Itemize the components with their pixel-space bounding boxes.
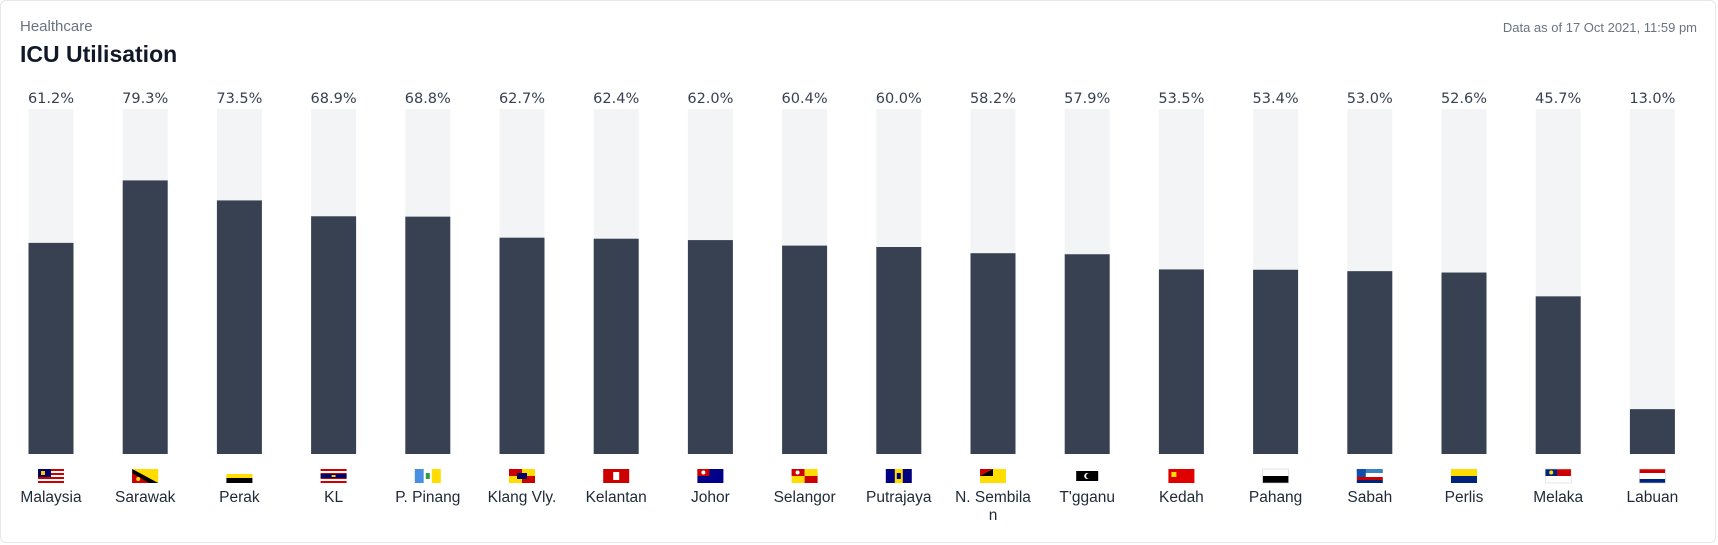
category-label: Labuan bbox=[1627, 489, 1679, 506]
value-label: 58.2% bbox=[970, 91, 1016, 107]
selangor-flag-icon bbox=[791, 469, 818, 483]
category-label: Perak bbox=[219, 489, 260, 506]
category-label: Perlis bbox=[1445, 489, 1484, 506]
putrajaya-flag-icon bbox=[885, 469, 912, 483]
value-label: 62.7% bbox=[499, 91, 545, 107]
category-label: Selangor bbox=[774, 489, 836, 506]
kedah-flag-icon bbox=[1168, 469, 1195, 483]
value-label: 53.5% bbox=[1158, 91, 1204, 107]
value-label: 53.0% bbox=[1347, 91, 1393, 107]
chart-title: ICU Utilisation bbox=[20, 41, 178, 67]
bar bbox=[1347, 271, 1393, 454]
kl-flag-icon bbox=[320, 469, 347, 483]
bar bbox=[499, 237, 545, 454]
bar bbox=[1158, 269, 1204, 454]
terengganu-flag-icon bbox=[1074, 469, 1101, 483]
johor-flag-icon bbox=[697, 469, 724, 483]
category-label: Malaysia bbox=[20, 489, 82, 506]
category-label: P. Pinang bbox=[395, 489, 460, 506]
bar bbox=[216, 200, 262, 454]
value-label: 52.6% bbox=[1441, 91, 1487, 107]
melaka-flag-icon bbox=[1544, 468, 1572, 484]
bar bbox=[687, 240, 733, 454]
bar bbox=[593, 238, 639, 454]
malaysia-flag-icon bbox=[38, 469, 64, 483]
pahang-flag-icon bbox=[1262, 468, 1289, 484]
bar-track bbox=[1629, 109, 1675, 454]
value-label: 60.0% bbox=[876, 91, 922, 107]
bar bbox=[876, 247, 922, 454]
value-label: 68.8% bbox=[405, 91, 451, 107]
value-label: 62.4% bbox=[593, 91, 639, 107]
value-label: 73.5% bbox=[216, 91, 262, 107]
bar bbox=[1535, 296, 1581, 454]
value-label: 60.4% bbox=[782, 91, 828, 107]
value-label: 45.7% bbox=[1535, 91, 1581, 107]
category-label: Melaka bbox=[1533, 489, 1583, 506]
category-label: T'gganu bbox=[1059, 489, 1115, 506]
bar bbox=[122, 180, 168, 455]
category-label: Kedah bbox=[1159, 489, 1204, 506]
klang-valley-flag-icon bbox=[509, 469, 535, 483]
negeri-sembilan-flag-icon bbox=[980, 469, 1006, 483]
category-label: n bbox=[989, 507, 998, 524]
bar bbox=[782, 245, 828, 454]
category-label: Klang Vly. bbox=[488, 489, 557, 506]
category-label: Kelantan bbox=[586, 489, 647, 506]
category-label: Putrajaya bbox=[866, 489, 932, 506]
category-label: N. Sembila bbox=[955, 489, 1031, 506]
bar bbox=[311, 216, 357, 454]
value-label: 79.3% bbox=[122, 91, 168, 107]
perak-flag-icon bbox=[226, 469, 253, 483]
value-label: 13.0% bbox=[1629, 91, 1675, 107]
value-label: 57.9% bbox=[1064, 91, 1110, 107]
category-label: Pahang bbox=[1249, 489, 1302, 506]
category-label: Sarawak bbox=[115, 489, 176, 506]
category-label: KL bbox=[324, 489, 343, 506]
bar bbox=[970, 253, 1016, 454]
bar bbox=[1441, 272, 1487, 454]
labuan-flag-icon bbox=[1639, 468, 1666, 484]
perlis-flag-icon bbox=[1451, 469, 1477, 483]
bar bbox=[1629, 409, 1675, 454]
bar bbox=[28, 242, 74, 454]
category-label: Johor bbox=[691, 489, 730, 506]
value-label: 61.2% bbox=[28, 91, 74, 107]
value-label: 62.0% bbox=[687, 91, 733, 107]
category-label: Sabah bbox=[1347, 489, 1392, 506]
kelantan-flag-icon bbox=[603, 469, 630, 483]
sabah-flag-icon bbox=[1356, 469, 1383, 483]
penang-flag-icon bbox=[414, 469, 441, 483]
data-timestamp: Data as of 17 Oct 2021, 11:59 pm bbox=[1502, 20, 1697, 35]
bar bbox=[1253, 269, 1299, 454]
sarawak-flag-icon bbox=[132, 469, 159, 483]
section-category: Healthcare bbox=[20, 18, 93, 35]
value-label: 68.9% bbox=[311, 91, 357, 107]
value-label: 53.4% bbox=[1253, 91, 1299, 107]
bar bbox=[405, 216, 451, 454]
bar bbox=[1064, 254, 1110, 454]
